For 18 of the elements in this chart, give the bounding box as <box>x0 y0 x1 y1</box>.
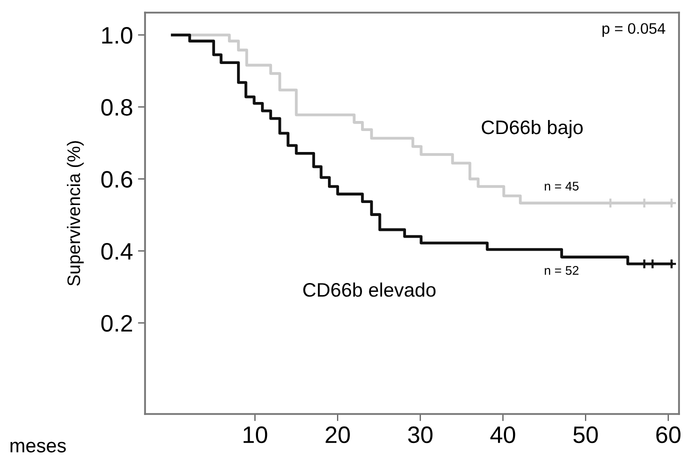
y-tick-label: 0.8 <box>101 99 132 116</box>
y-tick-label: 1.0 <box>102 27 132 44</box>
x-axis-title: meses <box>10 442 66 452</box>
x-tick-label: 40 <box>490 426 516 444</box>
y-axis-title: Supervivencia (%) <box>66 141 84 286</box>
x-tick-label: 20 <box>326 426 350 444</box>
x-tick-label: 10 <box>244 426 268 444</box>
annotation: n = 45 <box>544 182 579 191</box>
y-tick-label: 0.6 <box>101 171 132 188</box>
y-tick-label: 0.4 <box>101 243 133 260</box>
y-tick-label: 0.2 <box>101 314 132 332</box>
annotation: n = 52 <box>544 266 578 275</box>
x-tick-label: 30 <box>408 426 432 444</box>
annotation: p = 0.054 <box>602 23 666 37</box>
x-tick-label: 50 <box>573 426 598 444</box>
annotation: CD66b bajo <box>482 120 583 138</box>
x-tick-label: 60 <box>656 426 680 444</box>
annotation: CD66b elevado <box>303 282 436 297</box>
